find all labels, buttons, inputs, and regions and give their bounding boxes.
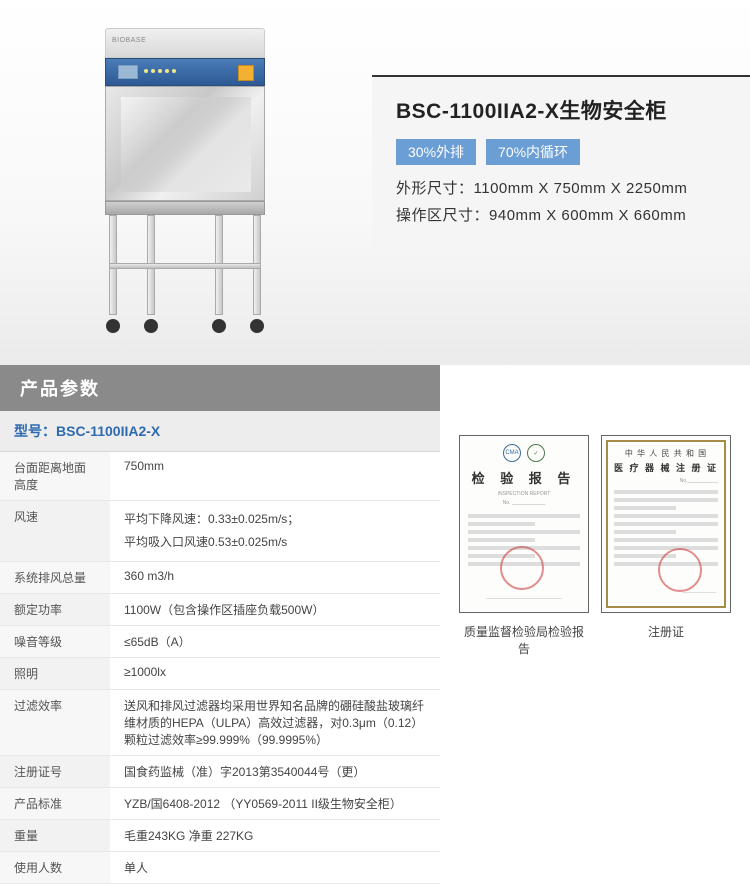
external-dimensions: 外形尺寸：1100mm X 750mm X 2250mm: [396, 177, 730, 198]
lab-logo-icon: ✓: [527, 444, 545, 462]
param-label: 照明: [0, 657, 110, 689]
param-label: 注册证号: [0, 755, 110, 787]
product-title: BSC-1100IIA2-X生物安全柜: [396, 95, 730, 125]
cert-title: 检 验 报 告: [468, 468, 580, 487]
param-value: ≥1000lx: [110, 657, 440, 689]
cabinet-illustration: [95, 28, 275, 348]
work-dimensions: 操作区尺寸：940mm X 600mm X 660mm: [396, 204, 730, 225]
param-label: 过滤效率: [0, 689, 110, 755]
table-row: 噪音等级≤65dB（A）: [0, 625, 440, 657]
table-row: 风速平均下降风速：0.33±0.025m/s；平均吸入口风速0.53±0.025…: [0, 501, 440, 562]
param-value: 国食药监械（准）字2013第3540044号（更）: [110, 755, 440, 787]
table-row: 额定功率1100W（包含操作区插座负载500W）: [0, 593, 440, 625]
model-row: 型号：BSC-1100IIA2-X: [0, 411, 440, 452]
product-image: [0, 0, 370, 365]
table-row: 产品标准YZB/国6408-2012 （YY0569-2011 II级生物安全柜…: [0, 787, 440, 819]
param-value: 毛重243KG 净重 227KG: [110, 819, 440, 851]
certificate-inspection: CMA ✓ 检 验 报 告 INSPECTION REPORT No. ____…: [459, 435, 589, 770]
cert2-line2: 医 疗 器 械 注 册 证: [614, 461, 718, 474]
param-value: 360 m3/h: [110, 561, 440, 593]
param-value: YZB/国6408-2012 （YY0569-2011 II级生物安全柜）: [110, 787, 440, 819]
table-row: 使用人数单人: [0, 851, 440, 883]
param-value: 750mm: [110, 452, 440, 501]
table-row: 系统排风总量360 m3/h: [0, 561, 440, 593]
param-value: ≤65dB（A）: [110, 625, 440, 657]
certificate-image: 中 华 人 民 共 和 国 医 疗 器 械 注 册 证 No._________…: [601, 435, 731, 613]
certificate-registration: 中 华 人 民 共 和 国 医 疗 器 械 注 册 证 No._________…: [601, 435, 731, 770]
param-value: 单人: [110, 851, 440, 883]
param-label: 使用人数: [0, 851, 110, 883]
table-row: 注册证号国食药监械（准）字2013第3540044号（更）: [0, 755, 440, 787]
details-section: 产品参数 型号：BSC-1100IIA2-X 台面距离地面高度750mm风速平均…: [0, 365, 750, 770]
model-value: BSC-1100IIA2-X: [56, 423, 160, 439]
table-row: 照明≥1000lx: [0, 657, 440, 689]
model-label: 型号：: [14, 423, 56, 439]
param-value: 1100W（包含操作区插座负载500W）: [110, 593, 440, 625]
params-table: 台面距离地面高度750mm风速平均下降风速：0.33±0.025m/s；平均吸入…: [0, 452, 440, 884]
param-label: 额定功率: [0, 593, 110, 625]
certificate-image: CMA ✓ 检 验 报 告 INSPECTION REPORT No. ____…: [459, 435, 589, 613]
params-header: 产品参数: [0, 365, 440, 411]
hero-section: BSC-1100IIA2-X生物安全柜 30%外排 70%内循环 外形尺寸：11…: [0, 0, 750, 365]
param-label: 台面距离地面高度: [0, 452, 110, 501]
param-label: 产品标准: [0, 787, 110, 819]
stamp-icon: [500, 546, 544, 590]
cma-logo-icon: CMA: [503, 444, 521, 462]
cert-caption: 质量监督检验局检验报告: [459, 623, 589, 657]
param-label: 风速: [0, 501, 110, 562]
param-label: 噪音等级: [0, 625, 110, 657]
param-label: 重量: [0, 819, 110, 851]
badge-recirc: 70%内循环: [486, 139, 580, 165]
param-label: 系统排风总量: [0, 561, 110, 593]
stamp-icon: [658, 548, 702, 592]
table-row: 过滤效率送风和排风过滤器均采用世界知名品牌的硼硅酸盐玻璃纤维材质的HEPA（UL…: [0, 689, 440, 755]
product-info-box: BSC-1100IIA2-X生物安全柜 30%外排 70%内循环 外形尺寸：11…: [372, 75, 750, 251]
param-value: 送风和排风过滤器均采用世界知名品牌的硼硅酸盐玻璃纤维材质的HEPA（ULPA）高…: [110, 689, 440, 755]
table-row: 台面距离地面高度750mm: [0, 452, 440, 501]
parameters-column: 产品参数 型号：BSC-1100IIA2-X 台面距离地面高度750mm风速平均…: [0, 365, 440, 770]
cert-caption: 注册证: [601, 623, 731, 640]
table-row: 重量毛重243KG 净重 227KG: [0, 819, 440, 851]
badge-exhaust: 30%外排: [396, 139, 476, 165]
cert2-line1: 中 华 人 民 共 和 国: [614, 448, 718, 459]
badges-row: 30%外排 70%内循环: [396, 139, 730, 165]
certificates-column: CMA ✓ 检 验 报 告 INSPECTION REPORT No. ____…: [440, 365, 750, 770]
param-value: 平均下降风速：0.33±0.025m/s；平均吸入口风速0.53±0.025m/…: [110, 501, 440, 562]
